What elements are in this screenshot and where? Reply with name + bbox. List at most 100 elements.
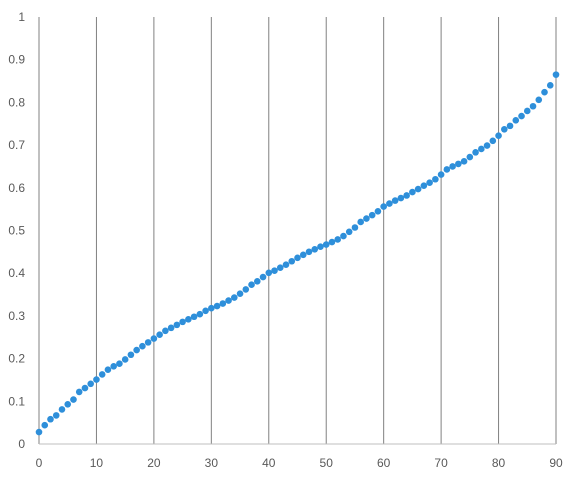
y-tick-label: 0.4 xyxy=(8,266,25,280)
data-point xyxy=(179,318,186,326)
data-point xyxy=(368,211,376,219)
x-tick-label: 70 xyxy=(434,456,448,470)
data-point xyxy=(259,273,267,281)
data-point xyxy=(478,145,485,153)
data-point xyxy=(437,171,445,178)
data-point xyxy=(81,384,89,392)
data-point xyxy=(460,158,468,165)
data-point xyxy=(58,406,66,413)
data-point xyxy=(64,400,72,408)
data-point xyxy=(489,137,497,145)
data-point xyxy=(340,232,347,240)
y-tick-label: 0 xyxy=(18,437,25,451)
y-tick-label: 1 xyxy=(18,10,25,24)
y-tick-label: 0.1 xyxy=(8,394,25,408)
data-point xyxy=(167,324,175,332)
data-point xyxy=(70,396,77,403)
data-point xyxy=(363,215,370,222)
x-tick-label: 40 xyxy=(262,456,276,470)
data-point xyxy=(403,192,410,199)
data-point xyxy=(116,360,123,368)
data-point xyxy=(52,412,60,419)
data-point xyxy=(208,304,215,312)
data-point xyxy=(98,371,106,378)
data-point xyxy=(144,339,152,346)
x-tick-label: 80 xyxy=(492,456,506,470)
data-point xyxy=(518,112,525,120)
x-tick-label: 90 xyxy=(549,456,563,470)
x-tick-label: 30 xyxy=(205,456,219,470)
data-point xyxy=(248,281,255,289)
data-point xyxy=(357,218,364,226)
data-point xyxy=(173,321,181,329)
data-point xyxy=(162,327,169,335)
data-points xyxy=(35,71,560,436)
data-point xyxy=(449,163,456,170)
data-point xyxy=(397,194,405,202)
data-point xyxy=(127,351,135,359)
data-point xyxy=(75,388,83,396)
y-tick-label: 0.9 xyxy=(8,53,25,67)
data-point xyxy=(523,107,531,115)
data-point xyxy=(311,245,319,253)
x-tick-label: 10 xyxy=(90,456,104,470)
data-point xyxy=(414,185,422,193)
data-point xyxy=(305,248,313,256)
data-point xyxy=(495,132,502,140)
data-point xyxy=(231,294,238,301)
data-point xyxy=(443,166,451,173)
data-point xyxy=(317,243,324,251)
data-point xyxy=(276,264,284,271)
data-point xyxy=(506,122,514,130)
data-point xyxy=(501,126,508,133)
data-point xyxy=(374,207,382,215)
data-point xyxy=(121,356,129,363)
data-point xyxy=(104,366,112,374)
data-point xyxy=(35,428,43,436)
data-point xyxy=(483,142,491,149)
data-point xyxy=(420,182,428,189)
data-point xyxy=(529,102,537,110)
data-point xyxy=(466,153,474,161)
data-point xyxy=(236,290,244,297)
x-tick-label: 20 xyxy=(147,456,161,470)
data-point xyxy=(202,307,209,315)
data-point xyxy=(41,421,49,429)
x-tick-label: 60 xyxy=(377,456,391,470)
data-point xyxy=(328,238,336,246)
y-tick-label: 0.5 xyxy=(8,224,25,238)
data-point xyxy=(294,254,301,262)
data-point xyxy=(345,228,353,236)
y-tick-label: 0.8 xyxy=(8,95,25,109)
data-point xyxy=(455,160,462,168)
data-point xyxy=(213,302,221,310)
data-point xyxy=(432,175,439,183)
y-tick-label: 0.3 xyxy=(8,309,25,323)
data-point xyxy=(282,261,290,268)
data-point xyxy=(351,224,359,231)
data-point xyxy=(546,82,554,89)
y-axis-tick-labels: 0 0.1 0.2 0.3 0.4 0.5 0.6 0.7 0.8 0.9 1 xyxy=(8,10,25,451)
data-point xyxy=(133,346,140,354)
data-point xyxy=(386,200,393,207)
data-point xyxy=(409,188,416,196)
data-point xyxy=(47,415,54,423)
data-point xyxy=(426,179,433,186)
data-point xyxy=(219,300,227,307)
vertical-gridlines xyxy=(38,17,557,444)
data-point xyxy=(242,286,250,293)
x-tick-label: 0 xyxy=(36,456,43,470)
x-tick-label: 50 xyxy=(320,456,334,470)
data-point xyxy=(110,362,117,370)
data-point xyxy=(472,149,479,156)
data-point xyxy=(156,331,163,338)
x-axis-tick-labels: 0 10 20 30 40 50 60 70 80 90 xyxy=(36,456,563,470)
data-point xyxy=(552,71,560,78)
data-point xyxy=(322,241,330,248)
data-point xyxy=(265,269,273,277)
data-point xyxy=(334,236,342,243)
data-point xyxy=(541,88,548,96)
data-point xyxy=(93,376,100,383)
data-point xyxy=(253,278,261,285)
data-point xyxy=(535,96,543,104)
